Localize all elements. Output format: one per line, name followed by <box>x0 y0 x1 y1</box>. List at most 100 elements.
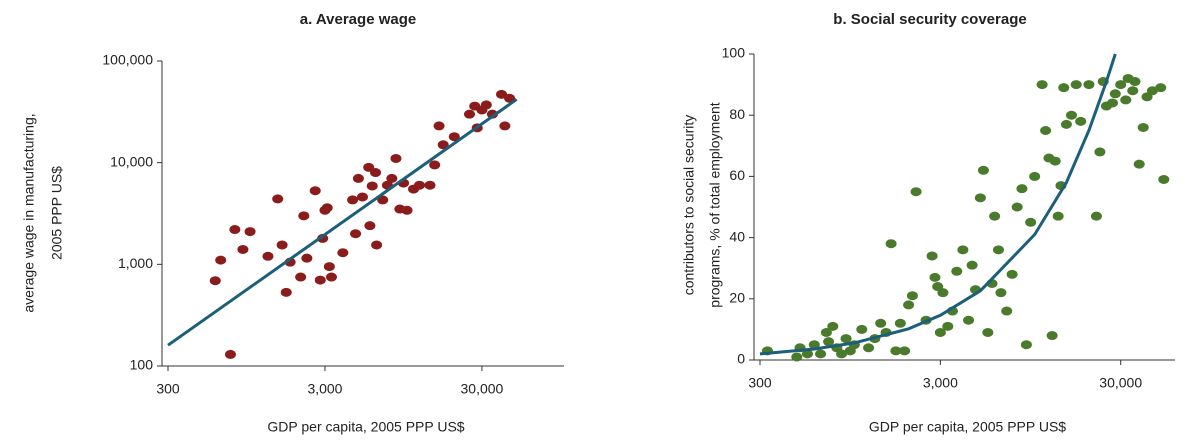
data-point <box>347 195 359 205</box>
y-tick-label: 100 <box>722 45 746 61</box>
data-point <box>224 349 236 359</box>
data-point <box>899 346 911 356</box>
data-point <box>401 205 413 215</box>
data-point <box>370 168 382 178</box>
data-point <box>934 327 946 337</box>
data-point <box>366 181 378 191</box>
data-point <box>1133 159 1145 169</box>
y-tick-label: 10,000 <box>110 153 153 169</box>
x-tick-label: 3,000 <box>307 381 342 397</box>
data-point <box>209 276 221 286</box>
data-point <box>390 153 402 163</box>
data-point <box>1146 86 1158 96</box>
data-point <box>437 140 449 150</box>
data-point <box>1036 80 1048 90</box>
data-point <box>1127 86 1139 96</box>
data-point <box>1120 95 1132 105</box>
data-point <box>486 109 498 119</box>
chart-title: b. Social security coverage <box>833 11 1026 28</box>
data-point <box>1158 174 1170 184</box>
data-point <box>1137 122 1149 132</box>
data-point <box>1052 211 1064 221</box>
x-axis-label: GDP per capita, 2005 PPP US$ <box>267 419 464 435</box>
data-point <box>974 193 986 203</box>
data-point <box>377 195 389 205</box>
data-point <box>836 349 848 359</box>
y-axis-label: contributors to social security <box>681 115 697 296</box>
data-point <box>480 100 492 110</box>
data-point <box>903 300 915 310</box>
data-point <box>350 229 362 239</box>
data-point <box>309 186 321 196</box>
y-axis-label: 2005 PPP US$ <box>49 166 65 260</box>
fit-line <box>759 53 1117 356</box>
data-point <box>229 225 241 235</box>
data-point <box>295 272 307 282</box>
data-point <box>215 255 227 265</box>
data-point <box>951 266 963 276</box>
data-point <box>1083 80 1095 90</box>
data-point <box>1070 80 1082 90</box>
data-point <box>463 109 475 119</box>
data-point <box>272 194 284 204</box>
data-point <box>1020 340 1032 350</box>
data-point <box>386 173 398 183</box>
data-point <box>1006 269 1018 279</box>
data-point <box>827 321 839 331</box>
data-point <box>1016 184 1028 194</box>
data-point <box>352 173 364 183</box>
data-point <box>499 121 511 131</box>
data-point <box>1029 171 1041 181</box>
y-tick-label: 0 <box>737 351 745 367</box>
data-point <box>937 288 949 298</box>
y-tick-label: 100,000 <box>102 52 153 68</box>
data-point <box>808 340 820 350</box>
data-point <box>356 192 368 202</box>
y-tick-label: 60 <box>729 167 745 183</box>
x-tick-label: 30,000 <box>1099 375 1142 391</box>
data-point <box>337 248 349 258</box>
chart-title: a. Average wage <box>300 11 416 28</box>
x-tick-label: 30,000 <box>461 381 504 397</box>
y-tick-label: 20 <box>729 290 745 306</box>
data-point <box>995 288 1007 298</box>
data-point <box>1040 126 1052 135</box>
data-point <box>314 275 326 285</box>
x-tick-label: 3,000 <box>923 375 958 391</box>
data-point <box>1001 306 1013 316</box>
data-point <box>1011 202 1023 212</box>
data-point <box>929 272 941 282</box>
data-point <box>1049 156 1061 166</box>
data-point <box>966 260 978 270</box>
data-point <box>244 227 256 237</box>
data-point <box>1065 110 1077 120</box>
data-point <box>1129 77 1141 87</box>
y-tick-label: 1,000 <box>118 255 153 271</box>
data-point <box>1094 147 1106 157</box>
data-point <box>504 93 516 103</box>
data-point <box>298 211 310 221</box>
data-point <box>1155 83 1167 93</box>
data-point <box>894 318 906 328</box>
data-point <box>1046 331 1058 341</box>
data-point <box>1058 83 1070 93</box>
data-point <box>982 327 994 337</box>
data-point <box>863 343 875 353</box>
data-point <box>371 240 383 250</box>
data-point <box>321 203 333 213</box>
data-point <box>977 165 989 175</box>
data-point <box>910 187 922 197</box>
x-tick-label: 300 <box>156 381 180 397</box>
data-point <box>791 352 803 362</box>
data-point <box>1075 116 1087 126</box>
data-point <box>276 240 288 250</box>
y-axis-label: programs, % of total employment <box>707 102 723 308</box>
data-point <box>364 221 376 231</box>
data-point <box>856 324 868 334</box>
data-point <box>413 180 425 190</box>
data-point <box>1090 211 1102 221</box>
data-point <box>325 272 337 282</box>
y-axis-label: average wage in manufacturing, <box>21 113 37 312</box>
data-point <box>840 334 852 344</box>
